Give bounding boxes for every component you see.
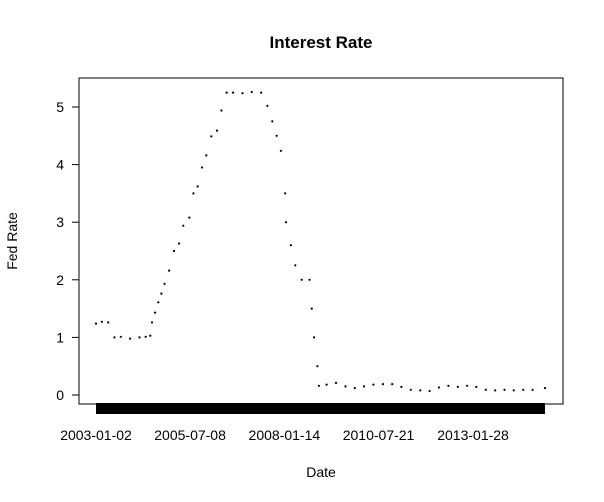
y-tick-label: 3 (56, 214, 64, 230)
data-point (154, 311, 157, 314)
data-point (484, 388, 487, 391)
data-point (512, 389, 515, 392)
data-point (522, 388, 525, 391)
data-point (381, 383, 384, 386)
data-point (182, 224, 185, 227)
data-point (503, 388, 506, 391)
data-point (150, 321, 154, 324)
x-tick-label: 2008-01-14 (249, 427, 321, 443)
data-point (325, 383, 328, 386)
data-point (494, 389, 497, 392)
data-point (260, 91, 263, 94)
y-tick-label: 0 (56, 387, 64, 403)
data-point (289, 244, 292, 247)
data-point (316, 365, 319, 368)
data-point (419, 389, 422, 392)
data-point (317, 384, 320, 387)
data-point (157, 301, 160, 304)
data-point (312, 336, 316, 339)
data-point (163, 282, 166, 285)
data-point (172, 249, 176, 253)
chart-title: Interest Rate (270, 33, 373, 52)
data-point (353, 387, 356, 390)
data-point (271, 120, 274, 123)
data-point (100, 320, 103, 323)
data-point (409, 388, 412, 391)
data-point (215, 129, 219, 132)
data-point (362, 385, 366, 388)
data-point (138, 336, 141, 339)
y-axis-label: Fed Rate (4, 212, 20, 270)
data-point (284, 192, 287, 195)
data-point (107, 321, 110, 324)
data-point (310, 307, 313, 310)
x-axis-rug (96, 403, 545, 414)
x-tick-label: 2005-07-08 (154, 427, 226, 443)
x-tick-label: 2003-01-02 (60, 427, 132, 443)
data-point (119, 335, 122, 338)
data-point (400, 385, 403, 388)
y-tick-label: 1 (56, 329, 64, 345)
y-axis: 0 1 2 3 4 5 (56, 99, 79, 403)
data-point (456, 385, 459, 388)
data-point (113, 336, 116, 339)
data-point (177, 242, 181, 245)
data-point (447, 384, 450, 387)
data-points (94, 90, 547, 393)
data-point (149, 334, 152, 337)
plot-frame (78, 77, 564, 405)
data-point (200, 166, 204, 169)
data-point (300, 278, 303, 281)
data-point (294, 264, 297, 267)
data-point (334, 381, 338, 384)
data-point (94, 322, 98, 325)
data-point (241, 92, 244, 95)
data-point (275, 134, 278, 137)
y-tick-label: 2 (56, 272, 64, 288)
data-point (279, 149, 282, 152)
data-point (531, 388, 534, 391)
x-tick-label: 2013-01-28 (437, 427, 509, 443)
data-point (192, 192, 195, 195)
data-point (372, 383, 375, 386)
data-point (232, 91, 235, 94)
data-point (308, 278, 311, 281)
x-tick-label: 2010-07-21 (343, 427, 415, 443)
data-point (188, 216, 191, 219)
data-point (543, 387, 547, 390)
data-point (437, 386, 440, 389)
data-point (344, 385, 347, 388)
data-point (168, 269, 171, 272)
y-tick-label: 5 (56, 99, 64, 115)
data-point (250, 90, 253, 94)
data-point (284, 221, 288, 224)
data-point (266, 104, 269, 107)
data-point (428, 389, 431, 393)
y-tick-label: 4 (56, 157, 64, 173)
data-point (196, 185, 199, 188)
x-axis-label: Date (306, 464, 336, 480)
data-point (466, 384, 469, 387)
data-point (210, 135, 213, 138)
data-point (144, 335, 147, 338)
x-axis: 2003-01-02 2005-07-08 2008-01-14 2010-07-21… (60, 427, 509, 443)
data-point (391, 383, 394, 386)
data-point (225, 91, 228, 94)
data-point (475, 385, 478, 388)
data-point (129, 337, 132, 340)
data-point (205, 154, 208, 157)
data-point (220, 109, 223, 112)
data-point (160, 292, 163, 295)
